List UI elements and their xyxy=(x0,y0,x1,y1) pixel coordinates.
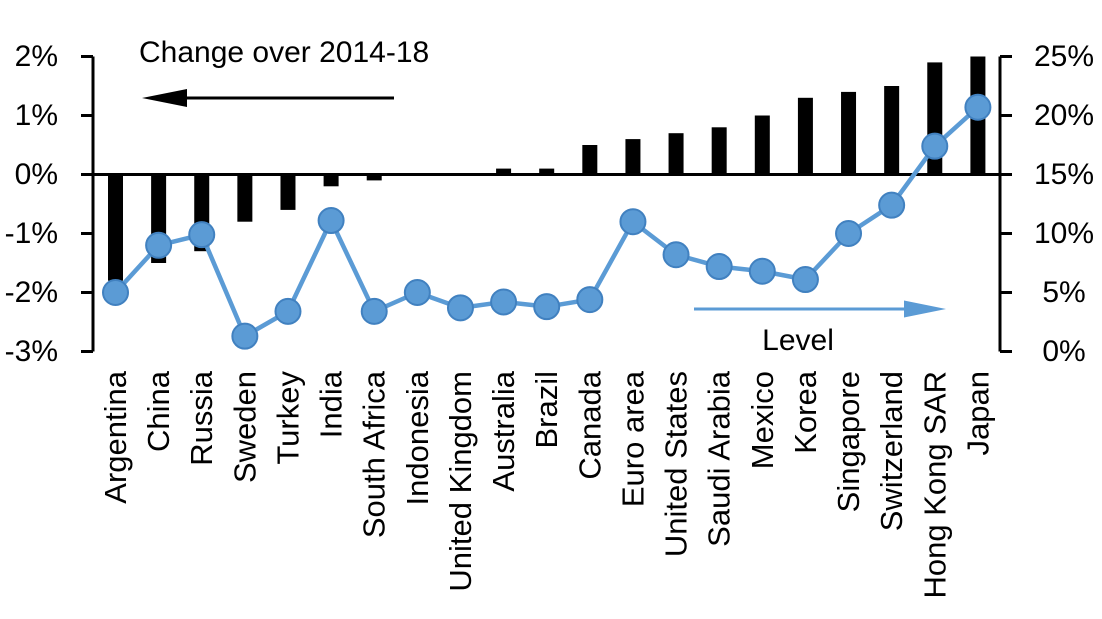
level-marker xyxy=(317,207,345,235)
level-marker xyxy=(576,286,604,314)
bar xyxy=(668,133,684,175)
right-axis-tick-label: 0% xyxy=(1042,335,1085,368)
level-marker xyxy=(231,322,259,350)
category-label: Canada xyxy=(572,370,607,479)
level-marker xyxy=(748,257,776,285)
level-marker xyxy=(145,231,173,259)
bar xyxy=(582,145,598,175)
category-label: Singapore xyxy=(831,371,866,512)
category-label: Russia xyxy=(184,370,219,466)
category-label: Switzerland xyxy=(874,371,909,531)
level-marker xyxy=(619,208,647,236)
left-axis-tick-label: -1% xyxy=(5,217,58,250)
level-marker xyxy=(446,294,474,322)
category-label: United Kingdom xyxy=(443,371,478,592)
level-marker xyxy=(791,266,819,294)
level-marker xyxy=(878,191,906,219)
level-arrow-head xyxy=(904,300,946,318)
bar xyxy=(280,174,296,210)
category-label: Saudi Arabia xyxy=(702,370,737,547)
level-marker xyxy=(662,241,690,269)
level-marker xyxy=(188,221,216,249)
bar xyxy=(108,174,123,281)
bar xyxy=(711,127,727,175)
right-axis-tick-label: 25% xyxy=(1034,40,1094,73)
category-label: India xyxy=(314,370,349,438)
level-marker xyxy=(274,297,302,325)
category-label: Euro area xyxy=(615,370,650,507)
level-marker xyxy=(533,293,561,321)
bar xyxy=(625,139,641,175)
category-label: Brazil xyxy=(529,371,564,449)
level-marker xyxy=(102,279,129,306)
bar xyxy=(539,168,555,175)
level-marker xyxy=(835,220,863,247)
category-label: Korea xyxy=(788,370,823,453)
category-label: Japan xyxy=(960,371,995,455)
bar xyxy=(496,168,512,175)
category-label: China xyxy=(141,370,176,452)
left-axis-tick-label: -2% xyxy=(5,276,58,309)
right-axis-tick-label: 10% xyxy=(1034,217,1094,250)
level-marker xyxy=(921,132,949,160)
category-label: Indonesia xyxy=(400,370,435,505)
bar xyxy=(323,174,339,187)
bar xyxy=(366,174,382,181)
category-label: Sweden xyxy=(227,371,262,483)
left-axis-tick-label: 1% xyxy=(15,99,58,132)
category-label: Argentina xyxy=(98,370,133,503)
level-marker xyxy=(490,288,518,316)
category-label: Hong Kong SAR xyxy=(917,371,952,598)
category-label: United States xyxy=(659,371,694,557)
right-axis-tick-label: 5% xyxy=(1042,276,1085,309)
right-series-title: Level xyxy=(762,324,834,357)
level-marker xyxy=(360,297,388,325)
category-label: Australia xyxy=(486,370,521,491)
right-axis-tick-label: 20% xyxy=(1034,99,1094,132)
bar xyxy=(884,86,900,175)
level-marker xyxy=(964,93,992,121)
left-series-title: Change over 2014-18 xyxy=(139,36,430,69)
bar xyxy=(754,115,770,175)
level-marker xyxy=(705,253,733,281)
left-axis-tick-label: 2% xyxy=(15,40,58,73)
left-axis-tick-label: 0% xyxy=(15,158,58,191)
category-label: South Africa xyxy=(357,370,392,538)
level-marker xyxy=(403,279,431,306)
category-label: Mexico xyxy=(745,371,780,469)
bar xyxy=(841,91,857,175)
bar xyxy=(797,97,813,175)
left-axis-tick-label: -3% xyxy=(5,335,58,368)
right-axis-tick-label: 15% xyxy=(1034,158,1094,191)
bar xyxy=(237,174,253,222)
change-arrow-head xyxy=(142,89,187,107)
category-label: Turkey xyxy=(270,371,305,465)
